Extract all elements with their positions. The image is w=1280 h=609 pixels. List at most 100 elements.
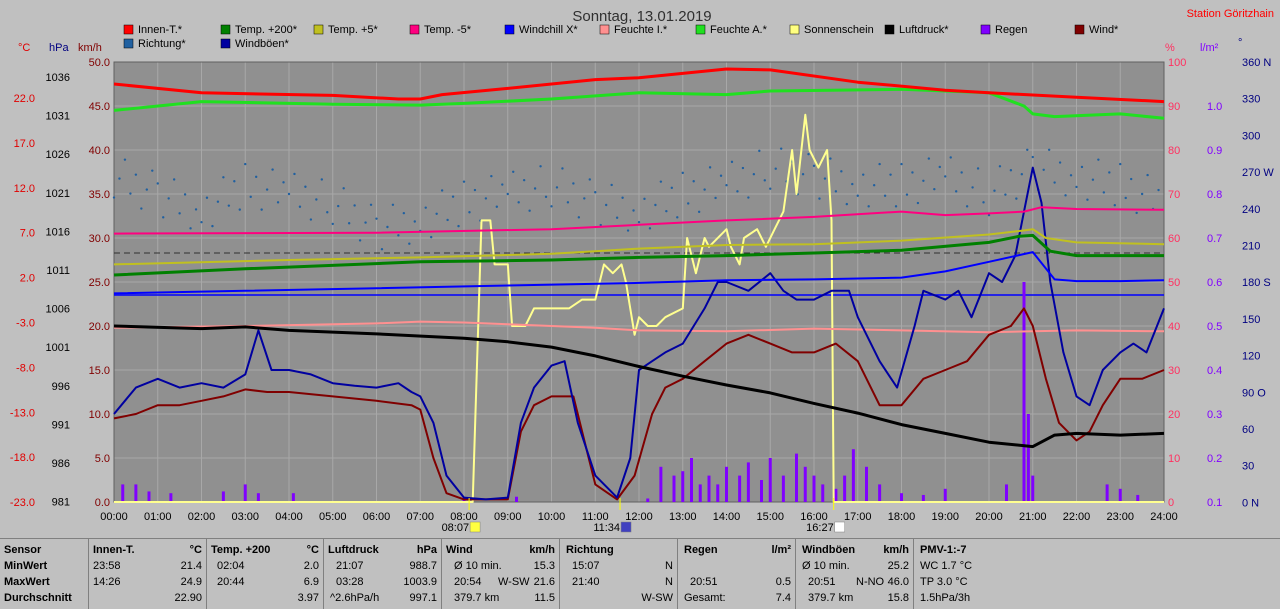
temp-tick: -3.0: [16, 318, 35, 330]
direction-point: [637, 220, 641, 224]
axis-ticks: 22.0 17.0 12.0 7.0 2.0 -3.0 -8.0 -13.0 -18.0 -23.…: [10, 57, 1274, 523]
direction-point: [446, 218, 449, 222]
temp200-unit: °C: [306, 544, 319, 556]
direction-point: [1119, 162, 1122, 166]
temp-tick: -13.0: [10, 407, 35, 419]
direction-point: [298, 205, 302, 208]
direction-tick: 210: [1242, 241, 1260, 253]
direction-point: [123, 158, 127, 161]
rain-bar: [716, 484, 720, 502]
direction-point: [156, 182, 159, 185]
rain-bar: [672, 475, 676, 502]
direction-point: [380, 248, 384, 251]
direction-point: [1108, 171, 1111, 174]
direction-tick: 60: [1242, 424, 1254, 436]
rain-bar: [738, 475, 742, 502]
direction-point: [872, 184, 876, 187]
rain-tick: 0.5: [1207, 321, 1222, 333]
direction-point: [172, 178, 176, 181]
direction-tick: 300: [1242, 130, 1260, 142]
direction-point: [862, 173, 865, 176]
rain-bar: [707, 475, 711, 502]
direction-point: [1091, 178, 1095, 181]
direction-point: [993, 189, 996, 192]
stats-sensor: Sensor MinWert MaxWert Durchschnitt: [0, 539, 89, 609]
direction-tick: 240: [1242, 204, 1260, 216]
temp-tick: 2.0: [20, 273, 35, 285]
time-tick: 08:00: [450, 511, 478, 523]
direction-point: [823, 177, 827, 180]
temp-tick: 17.0: [14, 138, 35, 150]
percent-tick: 60: [1168, 233, 1180, 245]
windboeen-title: Windböen: [802, 544, 856, 556]
legend-label: Richtung*: [138, 38, 186, 50]
hpa-tick: 981: [52, 497, 70, 509]
hpa-tick: 986: [52, 458, 70, 470]
pmv-pressure-trend: 1.5hPa/3h: [920, 592, 971, 604]
direction-point: [1102, 191, 1106, 194]
direction-point: [457, 224, 460, 228]
rain-bar: [795, 453, 798, 502]
direction-point: [911, 171, 914, 174]
regen-title: Regen: [684, 544, 718, 556]
direction-point: [1140, 192, 1144, 196]
direction-point: [227, 204, 231, 207]
kmh-tick: 15.0: [89, 365, 110, 377]
direction-point: [933, 187, 936, 191]
wind-avg10-value: 15.3: [533, 560, 555, 572]
sensor-avg-label: Durchschnitt: [4, 592, 72, 604]
direction-point: [358, 239, 362, 242]
legend-swatch: [504, 24, 515, 35]
stats-regen: Regen l/m² 20:51 0.5 Gesamt: 7.4: [678, 539, 796, 609]
direction-point: [326, 211, 329, 214]
sun-markers: 08:07 11:34 16:27: [442, 498, 845, 534]
direction-point: [736, 190, 739, 193]
legend-swatch: [220, 38, 231, 49]
rain-bar: [134, 484, 138, 502]
direction-point: [238, 208, 241, 211]
innen-min-time: 23:58: [93, 560, 121, 572]
kmh-tick: 40.0: [89, 145, 110, 157]
percent-tick: 100: [1168, 57, 1186, 69]
sensor-max-label: MaxWert: [4, 576, 50, 588]
direction-point: [1129, 177, 1133, 181]
direction-point: [528, 209, 531, 212]
direction-point: [162, 216, 165, 219]
kmh-tick: 25.0: [89, 277, 110, 289]
rain-bar: [851, 449, 855, 502]
direction-point: [1042, 168, 1045, 171]
direction-point: [512, 170, 515, 173]
legend-swatch: [695, 24, 706, 35]
rain-bar: [1026, 414, 1030, 502]
direction-point: [386, 225, 389, 229]
direction-point: [1026, 148, 1029, 151]
direction-point: [211, 224, 214, 228]
kmh-tick: 45.0: [89, 101, 110, 113]
temp200-min-time: 02:04: [217, 560, 245, 572]
direction-point: [1080, 165, 1084, 169]
innen-max-time: 14:26: [93, 576, 121, 588]
time-tick: 18:00: [888, 511, 916, 523]
direction-point: [982, 201, 985, 204]
hpa-tick: 1001: [46, 342, 70, 354]
direction-point: [468, 211, 471, 214]
innen-max-value: 24.9: [180, 576, 202, 588]
rain-bar: [746, 462, 750, 502]
direction-point: [200, 220, 203, 224]
direction-point: [1135, 211, 1138, 215]
time-tick: 20:00: [975, 511, 1003, 523]
direction-point: [1157, 188, 1160, 192]
wind-max-time: 20:54: [454, 576, 482, 588]
direction-point: [687, 202, 690, 205]
direction-point: [588, 178, 591, 181]
hpa-tick: 991: [52, 419, 70, 431]
direction-point: [965, 205, 969, 208]
percent-tick: 40: [1168, 321, 1180, 333]
direction-point: [473, 188, 477, 192]
direction-point: [550, 205, 553, 208]
rain-bar: [515, 496, 518, 502]
kmh-tick: 50.0: [89, 57, 110, 69]
rain-bar: [1118, 488, 1122, 502]
direction-point: [878, 162, 881, 166]
regen-total-label: Gesamt:: [684, 592, 726, 604]
